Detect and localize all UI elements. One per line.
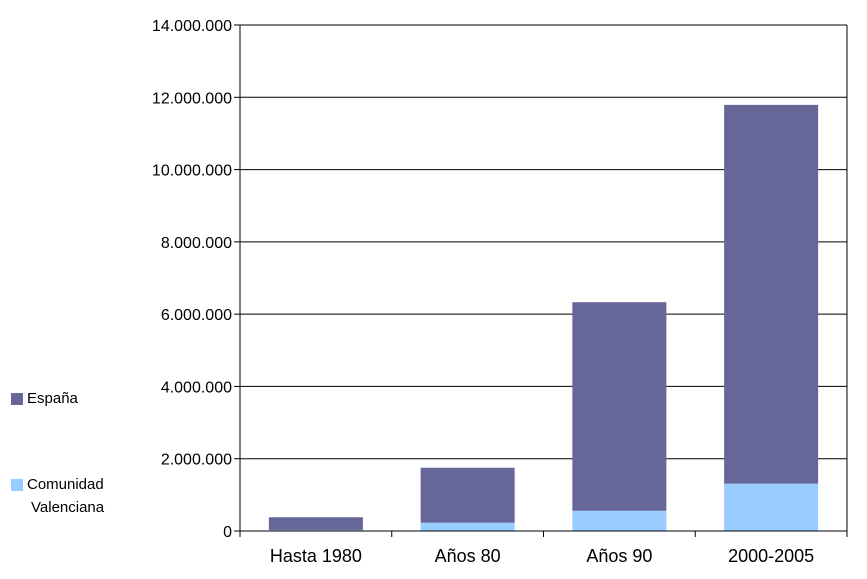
y-tick-label: 6.000.000: [161, 307, 232, 324]
axes: [234, 24, 848, 537]
x-tick-label: Años 90: [586, 546, 652, 566]
x-tick-label: Hasta 1980: [270, 546, 362, 566]
gridlines: [240, 24, 847, 460]
bar-segment: [572, 510, 667, 531]
legend-swatch: [11, 479, 23, 491]
legend-label-line: Comunidad: [27, 476, 104, 493]
bar-segment: [420, 467, 515, 523]
y-tick-label: 4.000.000: [161, 379, 232, 396]
y-tick-label: 10.000.000: [152, 163, 232, 180]
legend-swatch: [11, 393, 23, 405]
legend: España Comunidad Valenciana: [11, 390, 105, 516]
bar-segment: [724, 104, 819, 484]
legend-label: Comunidad Valenciana: [27, 476, 105, 516]
x-tick-labels: Hasta 1980 Años 80 Años 90 2000-2005: [270, 546, 814, 566]
y-tick-label: 14.000.000: [152, 18, 232, 35]
y-tick-label: 2.000.000: [161, 452, 232, 469]
legend-label: España: [27, 390, 79, 407]
x-tick-label: 2000-2005: [728, 546, 814, 566]
bar-segment: [268, 517, 363, 530]
bar-segment: [724, 483, 819, 531]
bar-segment: [572, 302, 667, 511]
legend-label-line: España: [27, 390, 79, 407]
y-tick-label: 0: [223, 524, 232, 541]
bar-segment: [268, 529, 363, 531]
x-tick-label: Años 80: [435, 546, 501, 566]
bars: [268, 104, 819, 531]
y-tick-label: 12.000.000: [152, 90, 232, 107]
legend-label-line: Valenciana: [31, 499, 105, 516]
bar-segment: [420, 522, 515, 531]
y-tick-labels: 0 2.000.000 4.000.000 6.000.000 8.000.000 10.…: [152, 18, 232, 541]
y-tick-label: 8.000.000: [161, 235, 232, 252]
